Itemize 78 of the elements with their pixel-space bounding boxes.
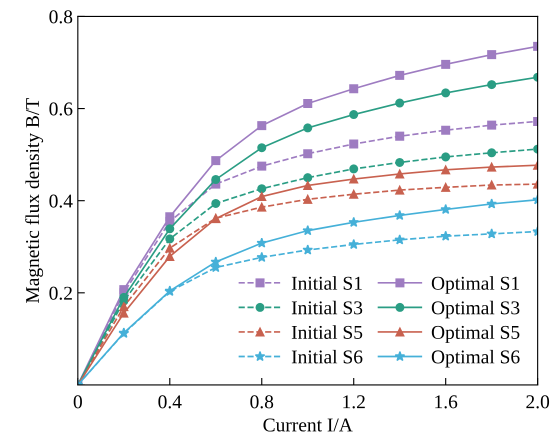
legend-label: Initial S1 [292, 276, 362, 290]
point [303, 98, 312, 108]
point [441, 88, 450, 98]
legend-label: Initial S3 [292, 300, 362, 314]
point [440, 204, 452, 214]
legend-label: Optimal S1 [432, 276, 519, 294]
point [349, 174, 358, 184]
point [257, 121, 266, 130]
x-tick-label: 0 [74, 395, 82, 408]
point [487, 162, 496, 172]
point [487, 180, 496, 190]
x-tick-label: 1.6 [435, 395, 458, 408]
point [394, 210, 406, 220]
point [441, 152, 450, 162]
x-tick-label: 2.0 [526, 395, 550, 408]
point [165, 224, 174, 234]
point [394, 234, 406, 244]
x-tick-label: 0.8 [250, 395, 274, 408]
point [440, 230, 452, 241]
point [257, 184, 266, 194]
point [303, 173, 312, 182]
point [211, 198, 220, 208]
point [395, 98, 404, 108]
point [303, 194, 312, 204]
point [165, 234, 174, 244]
point [119, 292, 128, 302]
point [257, 192, 266, 202]
y-tick-label: 0.4 [49, 194, 73, 208]
point [302, 225, 314, 236]
y-axis-title: Magnetic flux density B/T [25, 98, 44, 304]
point [395, 186, 404, 195]
point [211, 156, 220, 166]
point [349, 164, 358, 174]
point [395, 158, 404, 167]
point [349, 140, 358, 149]
point [487, 80, 496, 90]
point [441, 165, 450, 174]
point [487, 148, 496, 158]
point [487, 50, 496, 60]
point [349, 190, 358, 199]
point [487, 120, 496, 130]
point [486, 198, 497, 209]
x-axis-title: Current I/A [263, 418, 353, 432]
point [348, 238, 360, 250]
legend-label: Optimal S6 [432, 350, 520, 368]
legend-label: Initial S5 [292, 325, 362, 339]
point [257, 162, 266, 171]
x-tick-label: 1.2 [343, 395, 365, 408]
legend-label: Initial S6 [292, 350, 362, 364]
point [257, 202, 266, 212]
point [302, 244, 314, 255]
point [165, 212, 174, 222]
legend-label: Optimal S5 [432, 325, 520, 343]
point [486, 228, 497, 238]
point [395, 70, 404, 80]
legend-label: Optimal S3 [432, 300, 520, 318]
point [349, 84, 358, 94]
point [348, 216, 360, 227]
point [441, 60, 450, 69]
point [395, 169, 404, 178]
x-tick-label: 0.4 [158, 395, 182, 408]
point [349, 110, 358, 120]
point [256, 252, 268, 262]
y-tick-label: 0.6 [49, 102, 72, 116]
point [211, 174, 220, 184]
point [303, 149, 312, 158]
point [303, 123, 312, 132]
point [257, 143, 266, 152]
point [165, 252, 174, 261]
point [210, 256, 222, 267]
y-tick-label: 0.2 [49, 286, 72, 300]
point [165, 244, 174, 253]
point [303, 180, 312, 190]
point [256, 238, 268, 248]
point [441, 126, 450, 135]
point [395, 132, 404, 141]
y-tick-label: 0.8 [49, 10, 72, 24]
point [441, 182, 450, 192]
